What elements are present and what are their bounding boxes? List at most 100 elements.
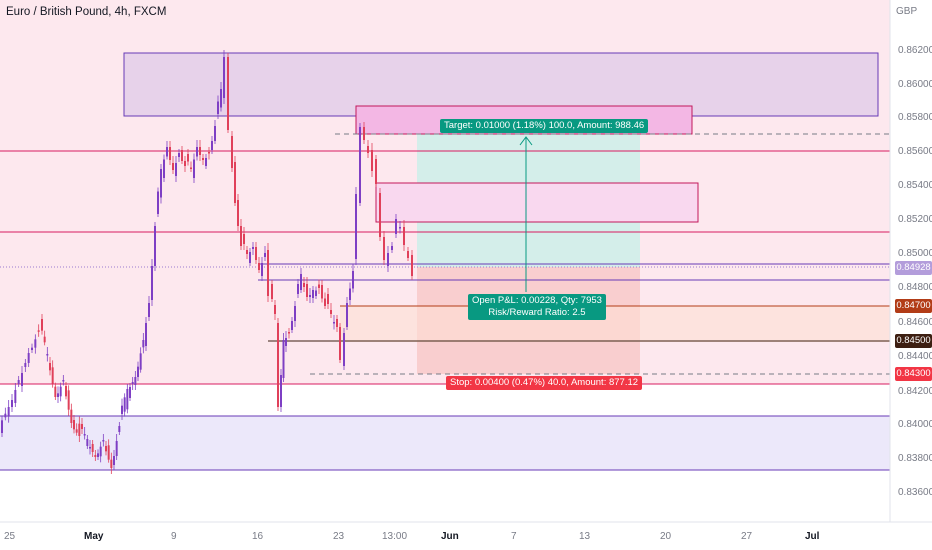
candle-body (324, 298, 326, 306)
current-price-tag: 0.84928 (895, 261, 932, 275)
date-tick: 7 (511, 531, 517, 542)
candle-body (67, 390, 70, 410)
candle-body (294, 306, 296, 321)
candle-body (115, 441, 118, 456)
date-tick: Jul (805, 531, 820, 542)
price-tick: 0.84400 (898, 351, 932, 362)
candle-body (172, 163, 174, 170)
candle-body (24, 363, 27, 367)
candle-body (148, 303, 150, 317)
candle-body (346, 303, 348, 327)
candle-body (49, 363, 51, 371)
candle-body (11, 400, 13, 407)
candle-body (86, 439, 89, 446)
price-tick: 0.84600 (898, 317, 932, 328)
candle-body (246, 250, 248, 254)
date-tick: 9 (171, 531, 177, 542)
candle-body (243, 234, 245, 244)
candle-body (81, 424, 83, 429)
candle-body (37, 330, 40, 332)
candle-body (175, 163, 177, 176)
date-tick: Jun (441, 531, 459, 542)
candle-body (139, 353, 142, 370)
candle-body (349, 288, 351, 300)
candle-body (285, 338, 287, 346)
price-tick: 0.85400 (898, 180, 932, 191)
candle-body (255, 247, 257, 260)
date-tick: 13:00 (382, 531, 408, 542)
candle-body (113, 456, 115, 465)
date-tick: 20 (660, 531, 672, 542)
open-pl-label[interactable]: Open P&L: 0.00228, Qty: 7953 Risk/Reward… (468, 294, 606, 320)
candle-body (151, 266, 153, 300)
candle-body (97, 453, 99, 457)
candle-body (184, 161, 186, 166)
candle-body (312, 290, 314, 298)
candle-body (214, 126, 216, 141)
date-tick: 16 (252, 531, 264, 542)
candle-body (217, 101, 219, 114)
candle-body (359, 127, 361, 203)
candle-body (258, 263, 260, 270)
candle-body (134, 377, 137, 385)
stop-label[interactable]: Stop: 0.00400 (0.47%) 40.0, Amount: 877.… (446, 376, 643, 390)
candle-body (271, 284, 273, 299)
candle-body (339, 327, 341, 360)
candle-body (73, 420, 75, 430)
candle-body (371, 150, 373, 171)
candle-body (306, 284, 308, 297)
candle-body (318, 284, 320, 288)
candle-body (160, 169, 162, 198)
risk-reward-text: Risk/Reward Ratio: 2.5 (488, 307, 586, 318)
target-label[interactable]: Target: 0.01000 (1.18%) 100.0, Amount: 9… (440, 119, 649, 133)
candle-body (129, 387, 131, 398)
price-tick: 0.84800 (898, 282, 932, 293)
symbol-title[interactable]: Euro / British Pound, 4h, FXCM (6, 6, 167, 18)
candle-body (157, 191, 159, 214)
candle-body (31, 347, 33, 350)
candle-body (261, 263, 263, 276)
candle-body (403, 227, 405, 245)
candle-body (1, 420, 3, 433)
candle-body (395, 219, 397, 234)
candle-body (94, 455, 97, 457)
candle-body (220, 89, 222, 108)
candle-body (51, 367, 54, 384)
candle-body (234, 162, 236, 203)
supply-zone-lower[interactable] (375, 182, 699, 223)
candle-body (375, 159, 377, 184)
candle-body (27, 353, 30, 363)
candle-body (121, 405, 123, 414)
candle-body (223, 57, 225, 98)
price-tick: 0.85200 (898, 214, 932, 225)
candle-body (288, 332, 290, 334)
candle-body (355, 194, 357, 259)
candle-body (190, 167, 192, 169)
candle-body (363, 127, 365, 140)
candle-body (208, 152, 210, 154)
price-tick: 0.83800 (898, 453, 932, 464)
candle-body (145, 323, 147, 346)
candle-body (178, 153, 180, 157)
position-arrow-head (519, 136, 533, 146)
currency-label: GBP (896, 6, 918, 17)
candle-body (57, 393, 59, 397)
candle-body (78, 423, 81, 436)
candle-body (99, 446, 102, 457)
level-price-tag: 0.84500 (895, 334, 932, 348)
candle-body (333, 322, 335, 324)
date-tick: 27 (741, 531, 753, 542)
candle-body (282, 340, 285, 378)
price-tick: 0.85800 (898, 112, 932, 123)
candle-body (59, 386, 62, 397)
stop-price-tag: 0.84300 (895, 367, 932, 381)
candle-body (7, 407, 10, 417)
candle-body (89, 447, 91, 449)
candle-body (274, 305, 276, 314)
candle-body (131, 382, 134, 384)
candle-body (126, 389, 129, 410)
candle-body (249, 252, 251, 263)
candle-body (14, 390, 17, 403)
candle-body (309, 295, 311, 297)
